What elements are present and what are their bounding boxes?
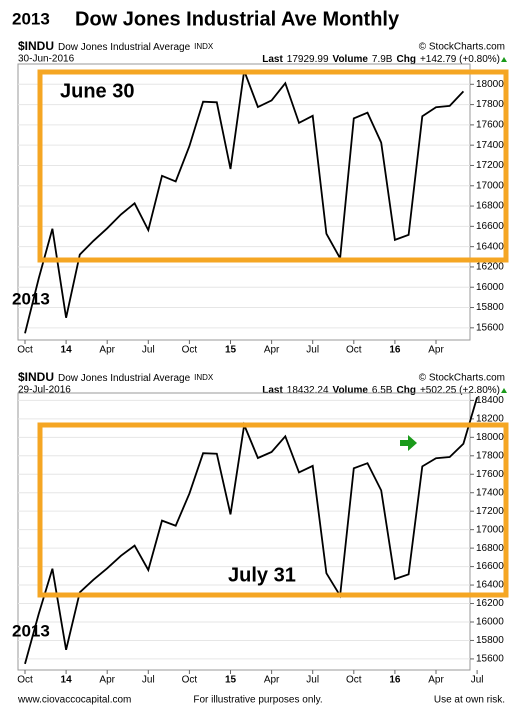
quote-chg-label: Chg [396,54,415,65]
y-tick-label: 16200 [476,598,504,609]
y-tick-label: 17400 [476,487,504,498]
y-tick-label: 17600 [476,469,504,480]
y-tick-label: 15800 [476,635,504,646]
annotation: July 31 [228,564,296,586]
up-marker [501,388,507,393]
x-tick-label: Oct [17,675,33,686]
source: © StockCharts.com [419,373,505,384]
y-tick-label: 17800 [476,99,504,110]
y-tick-label: 16000 [476,282,504,293]
y-tick-label: 16400 [476,580,504,591]
quote-chg-label: Chg [396,385,415,396]
source: © StockCharts.com [419,42,505,53]
footer-left: www.ciovaccocapital.com [17,695,131,706]
x-tick-label: Oct [346,345,362,356]
exchange: INDX [194,373,214,382]
x-tick-label: Apr [428,675,444,686]
y-tick-label: 17600 [476,120,504,131]
quote-volume: 7.9B [372,54,393,65]
x-tick-label: Oct [182,345,198,356]
page-title: Dow Jones Industrial Ave Monthly [75,8,400,30]
x-tick-label: Jul [306,675,319,686]
y-tick-label: 18200 [476,413,504,424]
y-tick-label: 15800 [476,302,504,313]
price-line [24,70,465,334]
footer-center: For illustrative purposes only. [193,695,322,706]
y-tick-label: 17400 [476,140,504,151]
x-tick-label: Apr [99,345,115,356]
symbol: $INDU [18,39,54,53]
quote-line: Last 18432.24 Volume 6.5B Chg +502.25 (+2.80%… [262,385,500,396]
plot-frame [17,392,471,671]
quote-chg: +502.25 (+2.80%) [420,385,500,396]
annotation: 2013 [12,621,50,640]
x-tick-label: Apr [99,675,115,686]
x-tick-label: Oct [182,675,198,686]
annotation: June 30 [60,80,134,102]
symbol: $INDU [18,370,54,384]
y-tick-label: 17000 [476,524,504,535]
x-tick-label: Jul [306,345,319,356]
y-tick-label: 18000 [476,432,504,443]
up-marker [501,57,507,62]
index-name: Dow Jones Industrial Average [58,373,191,384]
y-tick-label: 16800 [476,543,504,554]
x-tick-label: 15 [225,345,237,356]
y-tick-label: 15600 [476,322,504,333]
y-tick-label: 15600 [476,654,504,665]
footer-right: Use at own risk. [434,695,505,706]
y-tick-label: 16400 [476,241,504,252]
chart-date: 30-Jun-2016 [18,54,75,65]
x-tick-label: Oct [346,675,362,686]
x-tick-label: Jul [142,345,155,356]
x-tick-label: 15 [225,675,237,686]
chart-header: $INDU Dow Jones Industrial Average INDX [18,370,214,384]
x-tick-label: 16 [389,675,401,686]
y-tick-label: 16600 [476,561,504,572]
quote-chg: +142.79 (+0.80%) [420,54,500,65]
y-tick-label: 16000 [476,617,504,628]
annotation: 2013 [12,289,50,308]
chart-header: $INDU Dow Jones Industrial Average INDX [18,39,214,53]
y-tick-label: 18000 [476,79,504,90]
x-tick-label: Oct [17,345,33,356]
x-tick-label: 14 [61,345,73,356]
quote-last: 17929.99 [287,54,329,65]
quote-last: 18432.24 [287,385,329,396]
y-tick-label: 17000 [476,180,504,191]
plot-frame [17,63,471,341]
green-arrow [400,435,417,451]
exchange: INDX [194,42,214,51]
y-tick-label: 17200 [476,160,504,171]
highlight-box [37,422,509,598]
quote-last-label: Last [262,54,283,65]
y-tick-label: 16600 [476,221,504,232]
price-line [24,397,478,665]
quote-volume: 6.5B [372,385,393,396]
x-tick-label: Apr [264,345,280,356]
y-tick-label: 17800 [476,450,504,461]
x-tick-label: 16 [389,345,401,356]
x-tick-label: Jul [471,675,484,686]
x-tick-label: Apr [428,345,444,356]
quote-last-label: Last [262,385,283,396]
x-tick-label: Apr [264,675,280,686]
index-name: Dow Jones Industrial Average [58,42,191,53]
x-tick-label: 14 [61,675,73,686]
x-tick-label: Jul [142,675,155,686]
highlight-box [37,69,509,263]
quote-volume-label: Volume [333,385,369,396]
y-tick-label: 17200 [476,506,504,517]
y-tick-label: 16200 [476,262,504,273]
y-tick-label: 16800 [476,201,504,212]
quote-volume-label: Volume [333,54,369,65]
year-label: 2013 [12,9,50,28]
quote-line: Last 17929.99 Volume 7.9B Chg +142.79 (+0.80%… [262,54,500,65]
chart-date: 29-Jul-2016 [18,385,71,396]
y-tick-label: 18400 [476,395,504,406]
